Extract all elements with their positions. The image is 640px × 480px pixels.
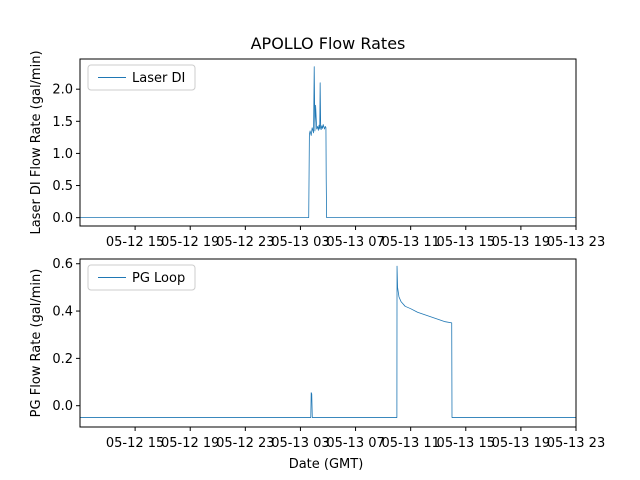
axes-frame: [79, 58, 577, 227]
x-tick-label: 05-13 23: [547, 436, 605, 451]
x-tick-label: 05-12 15: [106, 436, 164, 451]
legend-label: PG Loop: [132, 271, 185, 286]
y-tick-label: 0.5: [52, 179, 73, 194]
legend-box: [87, 264, 196, 291]
y-tick-label: 0.0: [52, 211, 73, 226]
chart-title: APOLLO Flow Rates: [251, 34, 406, 53]
x-axis-label: Date (GMT): [289, 457, 364, 472]
x-tick-label: 05-13 11: [381, 436, 439, 451]
y-tick-label: 0.4: [52, 305, 73, 320]
x-tick-label: 05-13 03: [271, 436, 329, 451]
x-tick-label: 05-12 23: [216, 235, 274, 250]
x-tick-label: 05-12 19: [161, 235, 219, 250]
x-tick-label: 05-12 19: [161, 436, 219, 451]
y-tick-label: 0.6: [52, 257, 73, 272]
x-tick-label: 05-13 07: [326, 436, 384, 451]
legend-box: [87, 64, 196, 91]
x-tick-label: 05-12 15: [106, 235, 164, 250]
x-tick-label: 05-13 19: [492, 235, 550, 250]
x-tick-label: 05-13 19: [492, 436, 550, 451]
x-tick-label: 05-13 15: [437, 235, 495, 250]
series-line-laser-di: [80, 66, 576, 219]
y-tick-label: 2.0: [52, 83, 73, 98]
y-tick-label: 1.0: [52, 147, 73, 162]
x-tick-label: 05-13 11: [381, 235, 439, 250]
x-tick-label: 05-13 03: [271, 235, 329, 250]
series-line-pg-loop: [80, 265, 576, 418]
y-axis-label: PG Flow Rate (gal/min): [29, 269, 44, 418]
x-tick-label: 05-13 15: [437, 436, 495, 451]
y-tick-label: 1.5: [52, 115, 73, 130]
y-tick-label: 0.2: [52, 352, 73, 367]
x-tick-label: 05-13 07: [326, 235, 384, 250]
x-tick-label: 05-13 23: [547, 235, 605, 250]
y-axis-label: Laser DI Flow Rate (gal/min): [29, 50, 44, 234]
axes-frame: [79, 258, 577, 428]
y-tick-label: 0.0: [52, 399, 73, 414]
x-tick-label: 05-12 23: [216, 436, 274, 451]
legend-label: Laser DI: [132, 71, 185, 86]
